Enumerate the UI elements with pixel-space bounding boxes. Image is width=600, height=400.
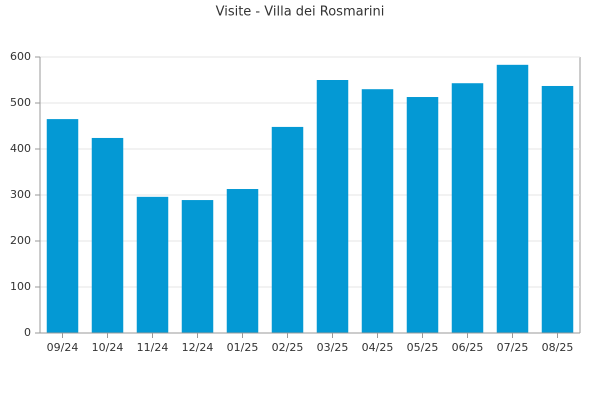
bar [316, 80, 349, 333]
bar [136, 196, 169, 333]
bar [541, 85, 574, 333]
chart-title: Visite - Villa dei Rosmarini [216, 5, 385, 20]
y-tick-label: 500 [10, 96, 31, 109]
bar [406, 97, 439, 334]
x-tick-label: 01/25 [227, 341, 259, 354]
y-tick-label: 200 [10, 234, 31, 247]
y-tick-label: 0 [24, 326, 31, 339]
bar [181, 200, 214, 333]
bar [271, 126, 304, 333]
x-tick-label: 04/25 [362, 341, 394, 354]
x-tick-label: 07/25 [497, 341, 529, 354]
y-tick-label: 400 [10, 142, 31, 155]
x-tick-label: 12/24 [182, 341, 214, 354]
y-tick-label: 600 [10, 50, 31, 63]
x-tick-label: 02/25 [272, 341, 304, 354]
bar [46, 119, 79, 333]
bar [226, 189, 259, 333]
x-tick-label: 05/25 [407, 341, 439, 354]
x-tick-label: 09/24 [47, 341, 79, 354]
bar [451, 83, 484, 333]
bar [91, 137, 124, 333]
y-tick-label: 300 [10, 188, 31, 201]
x-tick-label: 11/24 [137, 341, 169, 354]
bar [361, 89, 394, 333]
x-tick-label: 06/25 [452, 341, 484, 354]
y-tick-label: 100 [10, 280, 31, 293]
x-tick-label: 08/25 [542, 341, 574, 354]
x-tick-label: 10/24 [92, 341, 124, 354]
bar [496, 64, 529, 333]
x-tick-label: 03/25 [317, 341, 349, 354]
